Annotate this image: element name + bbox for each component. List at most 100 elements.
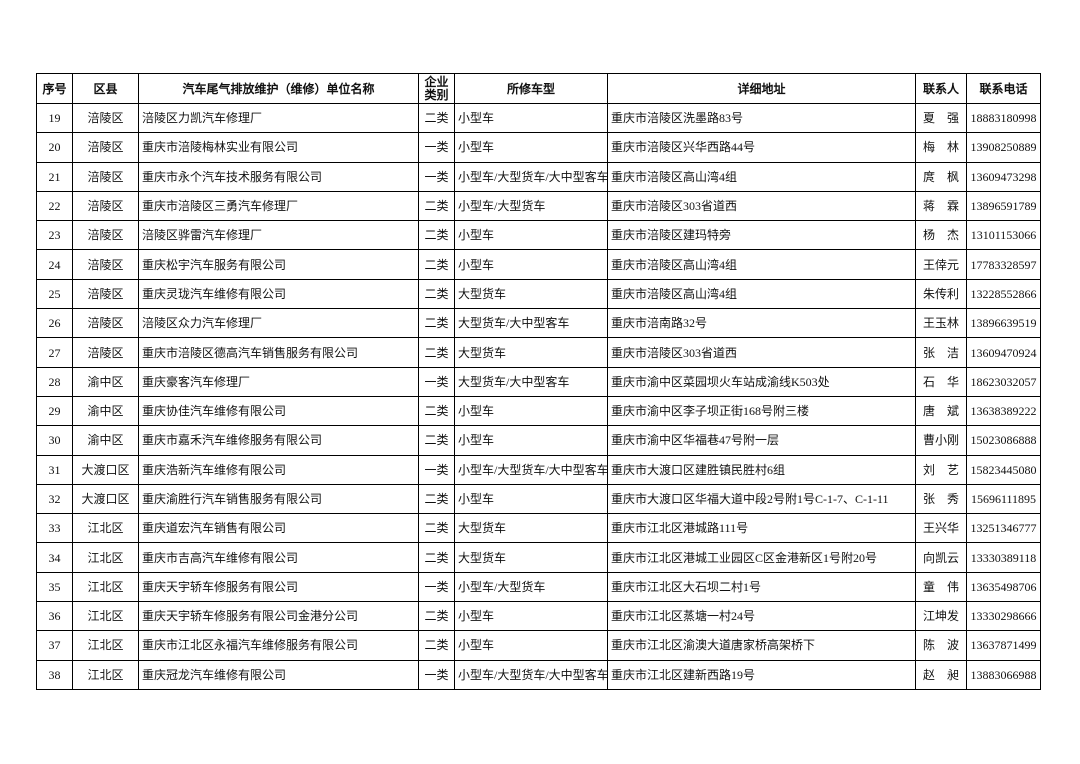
phone-cell: 13638389222 bbox=[966, 395, 1041, 427]
serial-number: 29 bbox=[48, 404, 61, 419]
table-row: 19 涪陵区 涪陵区力凯汽车修理厂 二类 小型车 重庆市涪陵区洗墨路83号 夏强 188831… bbox=[36, 102, 1041, 134]
vehicle-types-cell: 小型车 bbox=[454, 395, 608, 427]
address-cell: 重庆市涪陵区建玛特旁 bbox=[607, 220, 916, 251]
vehicle-types-cell: 大型货车/大中型客车 bbox=[454, 308, 608, 339]
unit-name: 重庆市永个汽车技术服务有限公司 bbox=[142, 169, 323, 184]
unit-name: 重庆天宇轿车修服务有限公司金港分公司 bbox=[142, 609, 359, 624]
header-text: 序号 bbox=[42, 81, 67, 96]
header-text: 所修车型 bbox=[506, 81, 555, 96]
unit-name-cell: 重庆道宏汽车销售有限公司 bbox=[138, 513, 419, 544]
district-cell: 渝中区 bbox=[72, 366, 139, 397]
enterprise-class-cell: 二类 bbox=[418, 190, 455, 222]
vehicle-types: 小型车 bbox=[458, 492, 495, 506]
contact-person: 张洁 bbox=[923, 345, 959, 360]
contact-person: 朱传利 bbox=[923, 286, 960, 301]
contact-person-cell: 陈波 bbox=[915, 630, 967, 661]
enterprise-class: 二类 bbox=[424, 316, 449, 331]
unit-name: 重庆豪客汽车修理厂 bbox=[142, 374, 251, 389]
serial-number-cell: 38 bbox=[36, 659, 73, 690]
header-cell: 详细地址 bbox=[607, 73, 916, 104]
header-text: 详细地址 bbox=[737, 81, 786, 96]
unit-name: 重庆渝胜行汽车销售服务有限公司 bbox=[142, 492, 323, 506]
table-row: 25 涪陵区 重庆灵珑汽车维修有限公司 二类 大型货车 重庆市涪陵区高山湾4组 朱传利 132… bbox=[36, 278, 1041, 310]
serial-number-cell: 36 bbox=[36, 601, 73, 632]
header-text: 联系电话 bbox=[979, 81, 1028, 96]
vehicle-types: 小型车/大型货车/大中型客车 bbox=[458, 667, 608, 682]
vehicle-types-cell: 小型车 bbox=[454, 425, 608, 456]
serial-number: 28 bbox=[48, 374, 61, 389]
serial-number: 19 bbox=[48, 111, 61, 126]
district-cell: 江北区 bbox=[72, 630, 139, 661]
vehicle-types-cell: 大型货车 bbox=[454, 278, 608, 310]
contact-person: 梅林 bbox=[923, 140, 959, 155]
serial-number: 36 bbox=[48, 609, 61, 624]
address: 重庆市涪陵区高山湾4组 bbox=[611, 286, 738, 301]
unit-name-cell: 涪陵区力凯汽车修理厂 bbox=[138, 102, 419, 134]
phone: 13635498706 bbox=[970, 579, 1037, 594]
vehicle-types-cell: 小型车 bbox=[454, 132, 608, 163]
header-cell: 企业类别 bbox=[418, 73, 455, 104]
table-row: 33 江北区 重庆道宏汽车销售有限公司 二类 大型货车 重庆市江北区港城路111号 王兴华 1… bbox=[36, 513, 1041, 544]
phone-cell: 15823445080 bbox=[966, 454, 1041, 485]
enterprise-class-cell: 一类 bbox=[418, 161, 455, 192]
contact-person: 庹枫 bbox=[923, 169, 959, 184]
vehicle-types-cell: 大型货车/大中型客车 bbox=[454, 366, 608, 397]
vehicle-types-cell: 大型货车 bbox=[454, 337, 608, 368]
enterprise-class-cell: 二类 bbox=[418, 308, 455, 339]
phone: 13609470924 bbox=[970, 345, 1037, 360]
enterprise-class-cell: 一类 bbox=[418, 132, 455, 163]
phone: 13896639519 bbox=[970, 316, 1037, 331]
district: 江北区 bbox=[87, 609, 124, 624]
header-cell: 联系电话 bbox=[966, 73, 1041, 104]
phone: 13638389222 bbox=[970, 404, 1037, 419]
district-cell: 江北区 bbox=[72, 571, 139, 603]
serial-number: 25 bbox=[48, 286, 61, 301]
enterprise-class-cell: 二类 bbox=[418, 278, 455, 310]
unit-name-cell: 重庆协佳汽车维修有限公司 bbox=[138, 395, 419, 427]
district: 涪陵区 bbox=[87, 345, 124, 360]
phone-cell: 13609473298 bbox=[966, 161, 1041, 192]
phone-cell: 18623032057 bbox=[966, 366, 1041, 397]
phone: 15696111895 bbox=[970, 492, 1037, 506]
contact-person: 王倖元 bbox=[923, 257, 960, 272]
enterprise-class-cell: 二类 bbox=[418, 601, 455, 632]
enterprise-class-cell: 二类 bbox=[418, 630, 455, 661]
address: 重庆市渝中区李子坝正街168号附三楼 bbox=[611, 404, 810, 419]
vehicle-types-cell: 大型货车 bbox=[454, 542, 608, 573]
vehicle-types-cell: 小型车/大型货车/大中型客车 bbox=[454, 161, 608, 192]
vehicle-types-cell: 小型车 bbox=[454, 483, 608, 515]
enterprise-class: 一类 bbox=[424, 667, 449, 682]
contact-person-cell: 向凯云 bbox=[915, 542, 967, 573]
table-row: 31 大渡口区 重庆浩新汽车维修有限公司 一类 小型车/大型货车/大中型客车 重庆市大渡口… bbox=[36, 454, 1041, 485]
contact-person-cell: 石华 bbox=[915, 366, 967, 397]
phone: 13883066988 bbox=[970, 667, 1037, 682]
district-cell: 涪陵区 bbox=[72, 102, 139, 134]
enterprise-class-cell: 二类 bbox=[418, 542, 455, 573]
serial-number: 32 bbox=[48, 492, 61, 506]
unit-name: 涪陵区众力汽车修理厂 bbox=[142, 316, 263, 331]
address-cell: 重庆市大渡口区建胜镇民胜村6组 bbox=[607, 454, 916, 485]
address: 重庆市渝中区菜园坝火车站成渝线K503处 bbox=[611, 374, 830, 389]
enterprise-class-cell: 一类 bbox=[418, 571, 455, 603]
enterprise-class-cell: 二类 bbox=[418, 513, 455, 544]
district: 江北区 bbox=[87, 550, 124, 565]
serial-number-cell: 19 bbox=[36, 102, 73, 134]
contact-person-cell: 张秀 bbox=[915, 483, 967, 515]
contact-person: 曹小刚 bbox=[923, 433, 960, 448]
serial-number: 21 bbox=[48, 169, 61, 184]
vehicle-types: 小型车/大型货车 bbox=[458, 199, 546, 214]
unit-name: 重庆市涪陵梅林实业有限公司 bbox=[142, 140, 299, 155]
phone-cell: 13228552866 bbox=[966, 278, 1041, 310]
header-text: 区县 bbox=[93, 81, 118, 96]
unit-name-cell: 涪陵区骅雷汽车修理厂 bbox=[138, 220, 419, 251]
contact-person: 杨杰 bbox=[923, 228, 959, 243]
vehicle-types: 小型车 bbox=[458, 228, 495, 243]
address: 重庆市涪陵区303省道西 bbox=[611, 345, 738, 360]
contact-person: 向凯云 bbox=[923, 550, 960, 565]
address: 重庆市江北区港城工业园区C区金港新区1号附20号 bbox=[611, 550, 878, 565]
table-row: 32 大渡口区 重庆渝胜行汽车销售服务有限公司 二类 小型车 重庆市大渡口区华福大道中段2… bbox=[36, 483, 1041, 515]
address: 重庆市大渡口区华福大道中段2号附1号C-1-7、C-1-11 bbox=[611, 492, 889, 506]
unit-name-cell: 重庆天宇轿车修服务有限公司 bbox=[138, 571, 419, 603]
district: 江北区 bbox=[87, 521, 124, 536]
vehicle-types-cell: 小型车/大型货车/大中型客车 bbox=[454, 659, 608, 690]
